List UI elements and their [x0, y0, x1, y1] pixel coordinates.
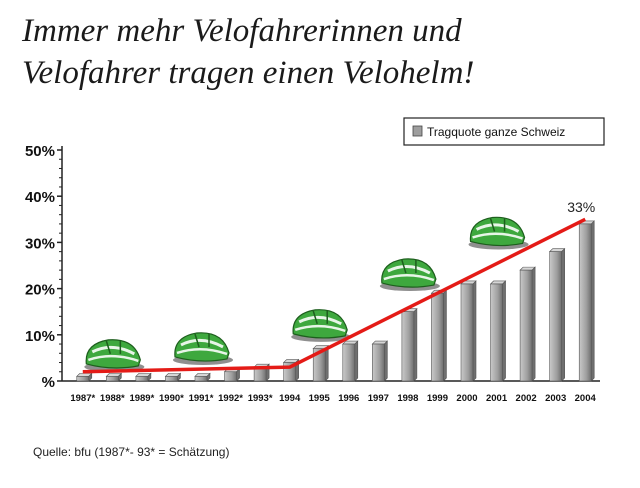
bar-side [413, 307, 418, 382]
y-tick-label: 20% [25, 282, 55, 299]
x-tick-label: 1998 [397, 393, 418, 404]
y-tick-label: 10% [25, 328, 55, 345]
bar [401, 311, 415, 382]
bar [460, 283, 474, 382]
x-tick-label: 1996 [338, 393, 359, 404]
bar-side [531, 266, 536, 382]
x-tick-label: 2000 [456, 393, 477, 404]
helmet-rib [105, 340, 122, 355]
bar [578, 223, 592, 382]
bar-side [590, 220, 595, 382]
helmet-shell [469, 216, 526, 247]
x-tick-label: 1992* [218, 393, 243, 404]
helmet-vent [294, 324, 346, 333]
helmet-shell [85, 339, 141, 369]
x-tick-label: 2004 [575, 393, 597, 404]
x-tick-label: 1999 [427, 393, 448, 404]
helmet-shell [292, 309, 348, 339]
helmet-shell [174, 332, 230, 362]
bicycle-helmet-icon [84, 339, 145, 372]
bicycle-helmet-icon [468, 216, 529, 250]
bar-side [384, 340, 388, 382]
helmet-vent [475, 223, 520, 233]
bar [519, 269, 533, 382]
data-label-33-percent: 33% [567, 199, 595, 215]
helmet-shell [381, 258, 437, 288]
bar [342, 343, 356, 382]
bar [490, 283, 503, 382]
bar [224, 371, 237, 382]
legend-swatch [412, 125, 423, 137]
x-tick-label: 1988* [100, 393, 125, 404]
y-tick-label: 40% [25, 189, 55, 206]
x-tick-label: 1995 [309, 393, 331, 404]
helmet-rib [401, 259, 417, 274]
bicycle-helmet-icon [291, 309, 352, 342]
x-tick-label: 1997 [368, 393, 389, 404]
x-tick-label: 1994 [279, 393, 301, 404]
bar-side [472, 280, 477, 382]
bar [372, 343, 385, 382]
bar [312, 348, 326, 382]
x-tick-label: 2003 [545, 393, 566, 404]
y-tick-label: % [42, 374, 55, 391]
trend-line [82, 217, 587, 374]
bar [549, 251, 562, 382]
helmet-rib [312, 310, 328, 325]
helmet-vent [472, 232, 523, 240]
y-tick-label: 50% [25, 143, 55, 160]
helmet-vent [298, 315, 342, 326]
x-tick-label: 1990* [159, 393, 184, 404]
helmet-vent [180, 338, 224, 349]
x-tick-label: 2002 [516, 393, 537, 404]
x-tick-label: 1987* [70, 393, 95, 404]
bar [194, 376, 208, 382]
legend: Tragquote ganze Schweiz [403, 117, 605, 146]
bar [106, 376, 119, 382]
bar-side [443, 289, 447, 382]
helmet-rib [489, 218, 506, 232]
helmet-vent [91, 345, 136, 356]
bar [431, 292, 444, 382]
headline-line-1: Immer mehr Velofahrerinnen und [22, 13, 462, 49]
headline-line-2: Velofahrer tragen einen Velohelm! [22, 55, 475, 91]
helmet-vent [87, 354, 139, 363]
x-tick-label: 1989* [129, 393, 154, 404]
x-tick-label: 2001 [486, 393, 508, 404]
legend-label: Tragquote ganze Schweiz [427, 125, 565, 139]
bar [135, 376, 149, 382]
helmet-vent [383, 274, 435, 282]
bar-side [354, 340, 359, 382]
bar-chart: % 10% 20% 30% 40% 50% 1987* 1988* 1989* 1990* 1991… [25, 117, 605, 404]
y-tick-label: 30% [25, 235, 55, 252]
legend-box [403, 117, 605, 146]
x-tick-label: 1991* [189, 393, 214, 404]
chart-headline: Immer mehr Velofahrerinnen und Velofahre… [22, 10, 622, 94]
source-note: Quelle: bfu (1987*- 93* = Schätzung) [33, 445, 230, 459]
helmet-vent [387, 265, 431, 275]
bicycle-helmet-icon [173, 332, 233, 365]
bar [76, 376, 90, 382]
bar [165, 376, 178, 382]
helmet-vent [176, 347, 228, 356]
bar-side [561, 247, 565, 382]
x-tick-label: 1993* [248, 393, 273, 404]
bar-side [502, 280, 506, 382]
bicycle-helmet-icon [379, 258, 440, 292]
helmet-rib [194, 333, 210, 348]
